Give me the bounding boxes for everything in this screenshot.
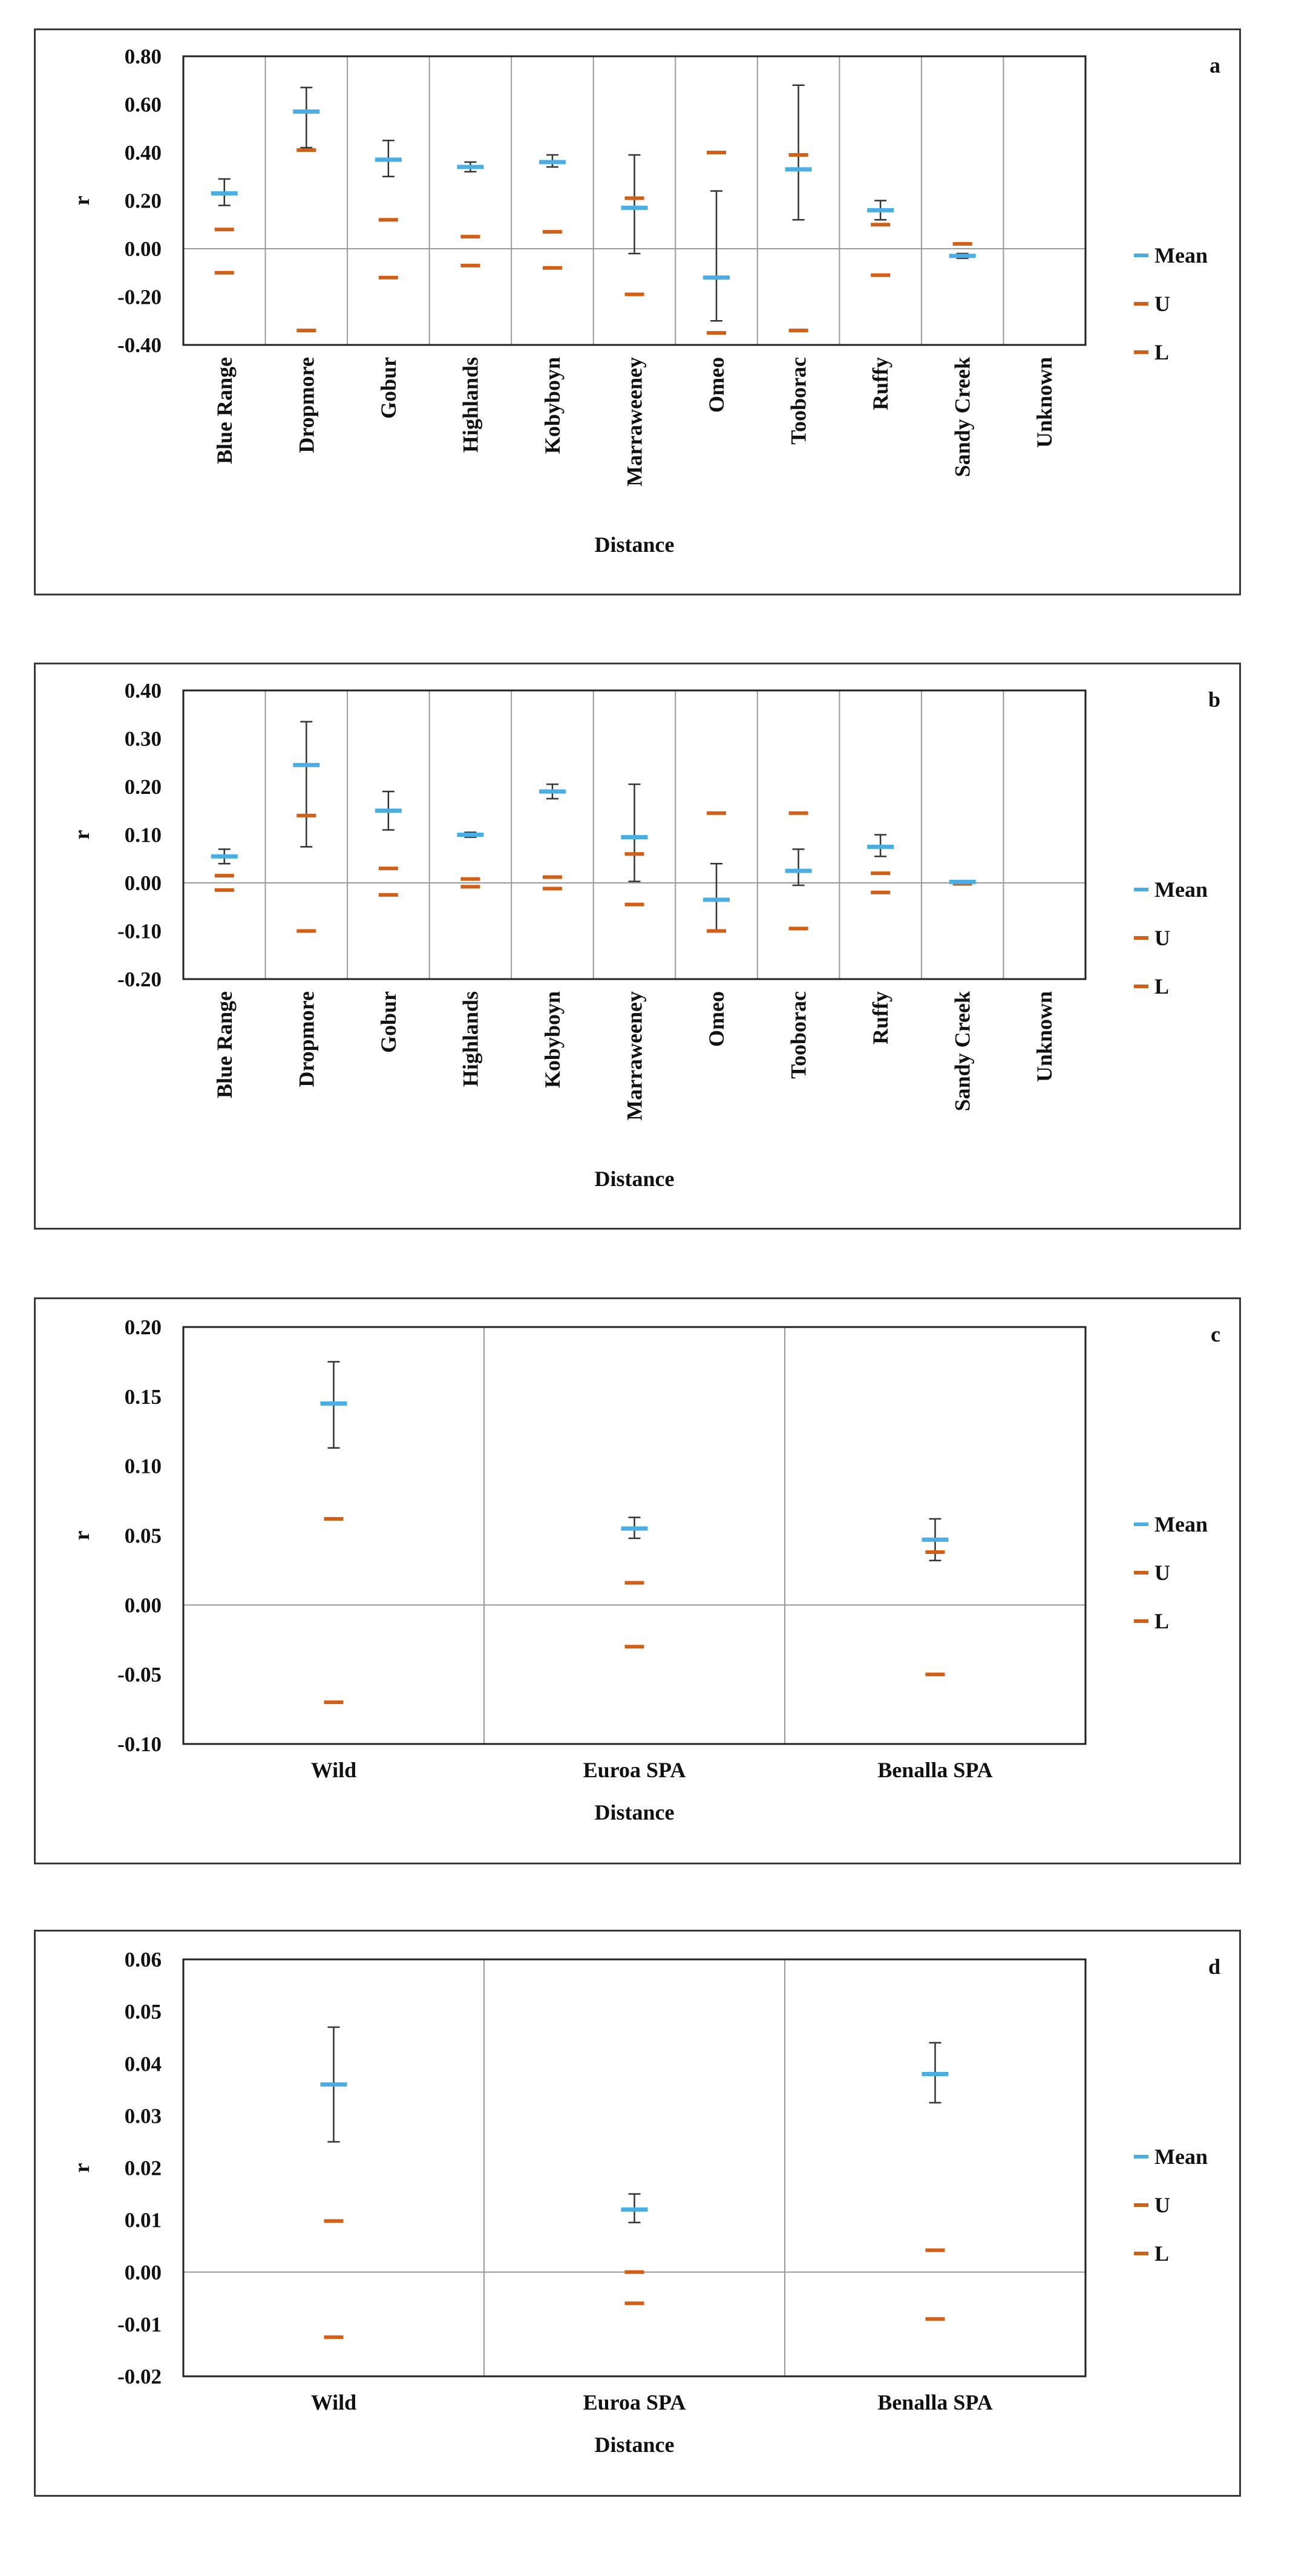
y-tick-label: 0.03 <box>125 2104 162 2128</box>
x-tick-label: Highlands <box>458 357 482 453</box>
panel-letter: d <box>1208 1955 1220 1979</box>
legend-label-mean: Mean <box>1154 877 1208 902</box>
legend-label-u: U <box>1154 2193 1170 2217</box>
y-tick-label: 0.01 <box>125 2209 162 2232</box>
legend-label-u: U <box>1154 926 1170 950</box>
y-tick-label: -0.10 <box>117 920 162 943</box>
x-tick-label: Highlands <box>458 991 482 1087</box>
x-tick-label: Ruffy <box>868 991 892 1044</box>
x-tick-label: Kobyboyn <box>540 991 565 1088</box>
y-tick-label: 0.00 <box>125 2261 162 2284</box>
y-tick-label: 0.60 <box>125 93 162 117</box>
y-axis-title: r <box>70 1530 94 1540</box>
chart-panel-a: 0.80 0.60 0.40 0.20 0.00 -0.20 -0.40 r Blue Rang… <box>34 28 1241 595</box>
x-axis-title: Distance <box>595 2433 675 2457</box>
x-tick-label: Omeo <box>704 357 728 413</box>
x-tick-label: Ruffy <box>868 357 892 410</box>
y-axis-title: r <box>70 2163 94 2172</box>
y-tick-label: 0.15 <box>125 1385 162 1409</box>
y-tick-label: 0.20 <box>125 1316 162 1339</box>
y-axis-title: r <box>70 830 94 839</box>
panel-letter: c <box>1211 1322 1220 1346</box>
legend-label-u: U <box>1154 292 1170 316</box>
x-tick-label: Unknown <box>1032 357 1056 448</box>
y-tick-label: -0.20 <box>117 968 162 991</box>
x-tick-label: Euroa SPA <box>583 2390 686 2414</box>
plot-area-frame <box>182 1326 1087 1745</box>
x-tick-label: Marraweeney <box>623 991 647 1121</box>
x-axis-title: Distance <box>595 1800 675 1824</box>
x-tick-label: Omeo <box>704 991 728 1047</box>
x-axis-title: Distance <box>595 533 675 557</box>
chart-b: 0.40 0.30 0.20 0.10 0.00 -0.10 -0.20 r Blue Rang… <box>70 679 1220 1191</box>
y-tick-label: 0.04 <box>125 2052 162 2076</box>
chart-panel-d: 0.06 0.05 0.04 0.03 0.02 0.01 0.00 -0.01 -0.02 r W… <box>34 1930 1241 2497</box>
y-tick-label: -0.05 <box>117 1663 162 1686</box>
y-tick-label: 0.06 <box>125 1948 162 1971</box>
x-tick-label: Wild <box>311 1758 356 1782</box>
x-tick-label: Sandy Creek <box>951 991 975 1111</box>
x-tick-label: Wild <box>311 2390 356 2414</box>
x-tick-label: Blue Range <box>212 991 237 1098</box>
y-tick-label: -0.10 <box>117 1732 162 1756</box>
legend-label-mean: Mean <box>1154 243 1208 267</box>
y-tick-label: 0.30 <box>125 727 162 751</box>
x-tick-label: Euroa SPA <box>583 1758 686 1782</box>
legend-label-u: U <box>1154 1561 1170 1585</box>
y-tick-label: 0.00 <box>125 1593 162 1617</box>
y-tick-label: 0.00 <box>125 871 162 895</box>
chart-panel-c: 0.20 0.15 0.10 0.05 0.00 -0.05 -0.10 r Wild Euroa… <box>34 1297 1241 1864</box>
y-tick-label: 0.10 <box>125 824 162 847</box>
y-tick-label: 0.10 <box>125 1455 162 1478</box>
x-tick-label: Gobur <box>376 991 401 1053</box>
plot-area-frame <box>182 1958 1087 2378</box>
plot-area-frame <box>182 689 1087 980</box>
x-tick-label: Marraweeney <box>623 357 647 487</box>
x-tick-label: Benalla SPA <box>877 1758 992 1782</box>
legend-label-l: L <box>1154 2241 1169 2266</box>
legend-label-l: L <box>1154 340 1169 364</box>
x-tick-label: Benalla SPA <box>877 2390 992 2414</box>
legend-label-l: L <box>1154 974 1169 998</box>
legend-label-mean: Mean <box>1154 1512 1208 1536</box>
y-tick-label: 0.05 <box>125 1524 162 1548</box>
y-tick-label: 0.20 <box>125 189 162 213</box>
y-tick-label: 0.20 <box>125 775 162 799</box>
y-tick-label: 0.05 <box>125 2000 162 2024</box>
y-tick-label: 0.00 <box>125 237 162 261</box>
x-tick-label: Blue Range <box>212 357 237 464</box>
x-tick-label: Kobyboyn <box>540 357 565 454</box>
x-tick-label: Sandy Creek <box>951 357 975 477</box>
y-tick-label: -0.02 <box>117 2365 162 2388</box>
x-tick-label: Tooborac <box>787 991 811 1079</box>
y-tick-label: 0.40 <box>125 141 162 165</box>
y-tick-label: -0.40 <box>117 333 162 357</box>
y-tick-label: -0.20 <box>117 286 162 309</box>
legend-label-mean: Mean <box>1154 2145 1208 2169</box>
y-tick-label: 0.02 <box>125 2157 162 2180</box>
y-tick-label: 0.40 <box>125 679 162 703</box>
chart-panel-b: 0.40 0.30 0.20 0.10 0.00 -0.10 -0.20 r Blue Rang… <box>34 663 1241 1230</box>
panel-letter: b <box>1208 687 1220 712</box>
chart-c: 0.20 0.15 0.10 0.05 0.00 -0.05 -0.10 r Wild Euroa… <box>70 1316 1220 1824</box>
x-tick-label: Dropmore <box>294 991 318 1087</box>
legend-label-l: L <box>1154 1609 1169 1633</box>
plot-area-frame <box>182 55 1087 346</box>
x-tick-label: Dropmore <box>294 357 318 453</box>
x-tick-label: Gobur <box>376 357 401 419</box>
y-axis-title: r <box>70 195 94 205</box>
chart-d: 0.06 0.05 0.04 0.03 0.02 0.01 0.00 -0.01 -0.02 r W… <box>70 1948 1220 2457</box>
x-tick-label: Unknown <box>1032 991 1056 1082</box>
panel-letter: a <box>1210 53 1220 77</box>
x-tick-label: Tooborac <box>787 357 811 445</box>
chart-a: 0.80 0.60 0.40 0.20 0.00 -0.20 -0.40 r Blue Rang… <box>70 45 1220 557</box>
x-axis-title: Distance <box>595 1167 675 1191</box>
y-tick-label: -0.01 <box>117 2313 162 2336</box>
y-tick-label: 0.80 <box>125 45 162 68</box>
